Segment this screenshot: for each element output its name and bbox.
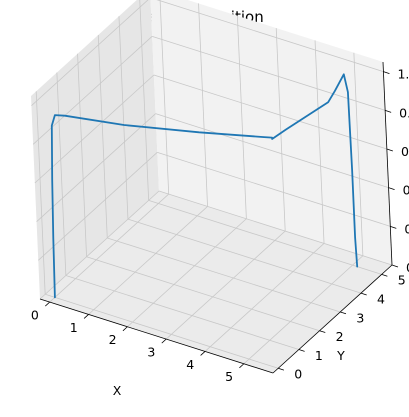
y-tick-label: 0 [294,367,302,382]
z-grid-left [39,190,160,300]
x-grid-back [314,40,325,244]
z-tick-label: 0.2 [404,221,409,236]
z-grid-back [158,190,393,266]
x-tick-label: 0 [31,308,39,323]
z-tick [383,71,390,75]
x-grid-floor [49,193,169,303]
z-tick [391,264,399,268]
x-grid-back [198,3,208,207]
z-grid-left [31,0,149,106]
floor-pane [40,191,392,373]
z-grid-left [36,113,156,222]
y-grid-left [118,16,129,220]
z-grid-back [152,35,386,111]
x-axis-label: X [113,383,122,398]
x-tick-label: 1 [70,320,78,335]
y-grid-left [77,53,87,257]
y-tick-label: 2 [336,329,344,344]
y-grid-floor [107,237,341,313]
x-tick [200,351,206,356]
x-grid-back [159,0,170,195]
y-tick-label: 1 [315,348,323,363]
trajectory-series [50,73,359,299]
x-grid-floor [243,255,364,365]
y-grid-floor [45,293,279,369]
axes-panes [31,0,392,373]
x-tick [239,363,245,369]
x-tick [83,314,89,319]
x-tick [161,338,167,344]
y-tick [298,349,305,352]
y-axis-label: Y [336,348,345,363]
x-tick [44,301,50,307]
y-tick-label: 5 [398,273,406,288]
x-tick-label: 3 [147,345,155,360]
y-grid-floor [127,218,362,294]
axis-lines [39,61,393,374]
x-grid-back [353,52,364,256]
z-grid-back [157,151,391,227]
z-tick-label: 0.4 [403,183,409,198]
y-tick-label: 3 [356,310,364,325]
x-grid-floor [127,218,247,328]
z-grid-left [32,36,153,145]
x-tick-label: 5 [225,369,233,384]
left-pane [31,0,159,299]
y-grid-floor [86,256,320,332]
z-grid-left [34,74,155,184]
x-grid-back [275,28,286,232]
y-grid-left [139,0,150,201]
z-grid-back [156,0,384,73]
y-tick [319,330,326,333]
trajectory-line-0 [50,73,359,299]
x-grid-floor [165,230,286,340]
y-tick [381,274,388,277]
x-grid-floor [204,243,325,352]
y-grid-left [97,34,108,238]
y-axis-line [272,264,393,374]
y-grid-floor [148,200,382,275]
tick-marks [44,71,399,371]
z-tick-label: 1.0 [397,67,409,82]
z-tick [388,187,395,191]
y-tick [340,311,347,315]
z-tick [390,225,397,229]
z-tick [385,109,392,113]
z-grid-left [38,152,158,261]
grid-lines [31,0,393,369]
z-axis-line [382,61,393,266]
z-tick-label: 0.6 [401,144,409,159]
x-grid-back [236,15,247,219]
back-pane [150,0,392,265]
z-tick-label: 0.0 [406,260,409,275]
y-grid-left [35,91,46,295]
y-tick [360,292,367,296]
z-grid-back [155,113,389,189]
x-axis-line [39,298,274,374]
x-grid-floor [88,206,208,315]
x-tick [122,326,128,332]
y-grid-left [56,72,67,276]
z-tick [386,148,393,152]
x-tick-label: 2 [109,332,117,347]
z-grid-back [153,74,387,150]
y-tick-label: 4 [377,292,385,307]
y-grid-floor [65,275,299,350]
y-tick [278,367,285,371]
x-tick-label: 4 [186,357,194,372]
z-tick-label: 0.8 [399,105,409,120]
